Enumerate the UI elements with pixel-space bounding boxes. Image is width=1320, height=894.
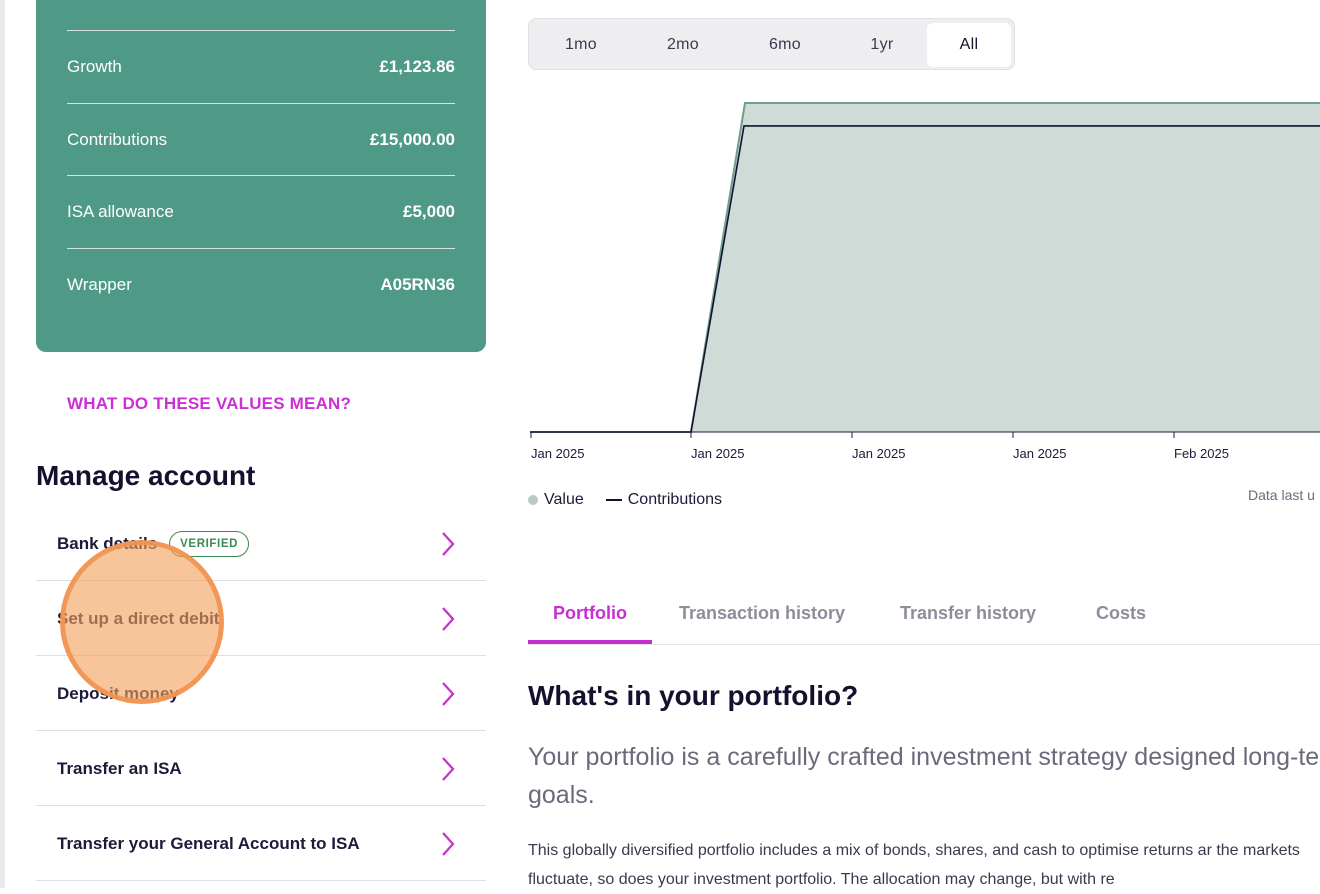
range-tab-1mo[interactable]: 1mo (564, 36, 598, 53)
manage-item-label: Transfer an ISA (57, 758, 182, 778)
chevron-right-icon (442, 832, 455, 856)
portfolio-value-chart: Jan 2025 Jan 2025 Jan 2025 Jan 2025 Feb 2025 (530, 102, 1320, 461)
portfolio-lead-text: Your portfolio is a carefully crafted in… (528, 743, 1320, 809)
range-tab-1yr[interactable]: 1yr (870, 36, 894, 53)
value-area (530, 103, 1320, 432)
tab-portfolio[interactable]: Portfolio (528, 590, 652, 644)
manage-item-transfer-isa[interactable]: Transfer an ISA (36, 732, 486, 806)
x-tick-label: Jan 2025 (1013, 446, 1067, 461)
manage-item-label: Set up a direct debit (57, 608, 220, 628)
summary-value: A05RN36 (380, 275, 455, 294)
summary-label: Contributions (67, 130, 168, 149)
x-tick-label: Jan 2025 (691, 446, 745, 461)
what-do-these-values-mean-link[interactable]: WHAT DO THESE VALUES MEAN? (67, 394, 352, 413)
x-tick-label: Jan 2025 (531, 446, 585, 461)
portfolio-tabs: Portfolio Transaction history Transfer h… (528, 590, 1320, 645)
summary-value: £15,000.00 (369, 130, 455, 149)
portfolio-heading: What's in your portfolio? (528, 680, 859, 711)
manage-item-label: Bank details (57, 533, 158, 553)
tab-transaction-history[interactable]: Transaction history (678, 603, 846, 623)
tab-transfer-history[interactable]: Transfer history (899, 603, 1037, 623)
summary-row-growth: Growth £1,123.86 (67, 30, 455, 103)
verified-badge: VERIFIED (169, 530, 249, 557)
legend-value-label: Value (544, 491, 584, 508)
summary-value: £1,123.86 (379, 57, 455, 76)
range-tab-all[interactable]: All (927, 23, 1011, 67)
portfolio-body-text: This globally diversified portfolio incl… (528, 842, 1300, 888)
manage-item-transfer-general-to-isa[interactable]: Transfer your General Account to ISA (36, 807, 486, 881)
left-edge-strip (0, 0, 5, 888)
chevron-right-icon (442, 532, 455, 556)
chart-legend: Value Contributions (528, 491, 722, 509)
summary-label: Wrapper (67, 275, 132, 294)
legend-contributions-swatch (605, 499, 622, 501)
summary-label: ISA allowance (67, 202, 174, 221)
chevron-right-icon (442, 682, 455, 706)
x-tick-label: Feb 2025 (1174, 446, 1229, 461)
tab-costs[interactable]: Costs (1095, 603, 1146, 623)
manage-account-title: Manage account (36, 460, 256, 491)
summary-row-contributions: Contributions £15,000.00 (67, 103, 455, 176)
manage-item-bank-details[interactable]: Bank details VERIFIED (36, 507, 486, 581)
range-tab-2mo[interactable]: 2mo (666, 36, 700, 53)
legend-value-swatch (528, 495, 538, 505)
manage-item-label: Deposit money (57, 683, 179, 703)
summary-value: £5,000 (403, 202, 455, 221)
x-tick-label: Jan 2025 (852, 446, 906, 461)
manage-item-deposit-money[interactable]: Deposit money (36, 657, 486, 731)
account-summary-card: Growth £1,123.86 Contributions £15,000.0… (36, 0, 486, 352)
range-tab-6mo[interactable]: 6mo (768, 36, 802, 53)
manage-item-direct-debit[interactable]: Set up a direct debit (36, 582, 486, 656)
manage-item-label: Transfer your General Account to ISA (57, 833, 360, 853)
data-last-updated: Data last u (1248, 487, 1315, 503)
summary-label: Growth (67, 57, 122, 76)
chart-range-selector: 1mo 2mo 6mo 1yr All (528, 18, 1015, 70)
summary-row-isa-allowance: ISA allowance £5,000 (67, 175, 455, 248)
summary-row-wrapper: Wrapper A05RN36 (67, 248, 455, 321)
legend-contributions-label: Contributions (627, 491, 723, 508)
chevron-right-icon (442, 757, 455, 781)
chevron-right-icon (442, 607, 455, 631)
